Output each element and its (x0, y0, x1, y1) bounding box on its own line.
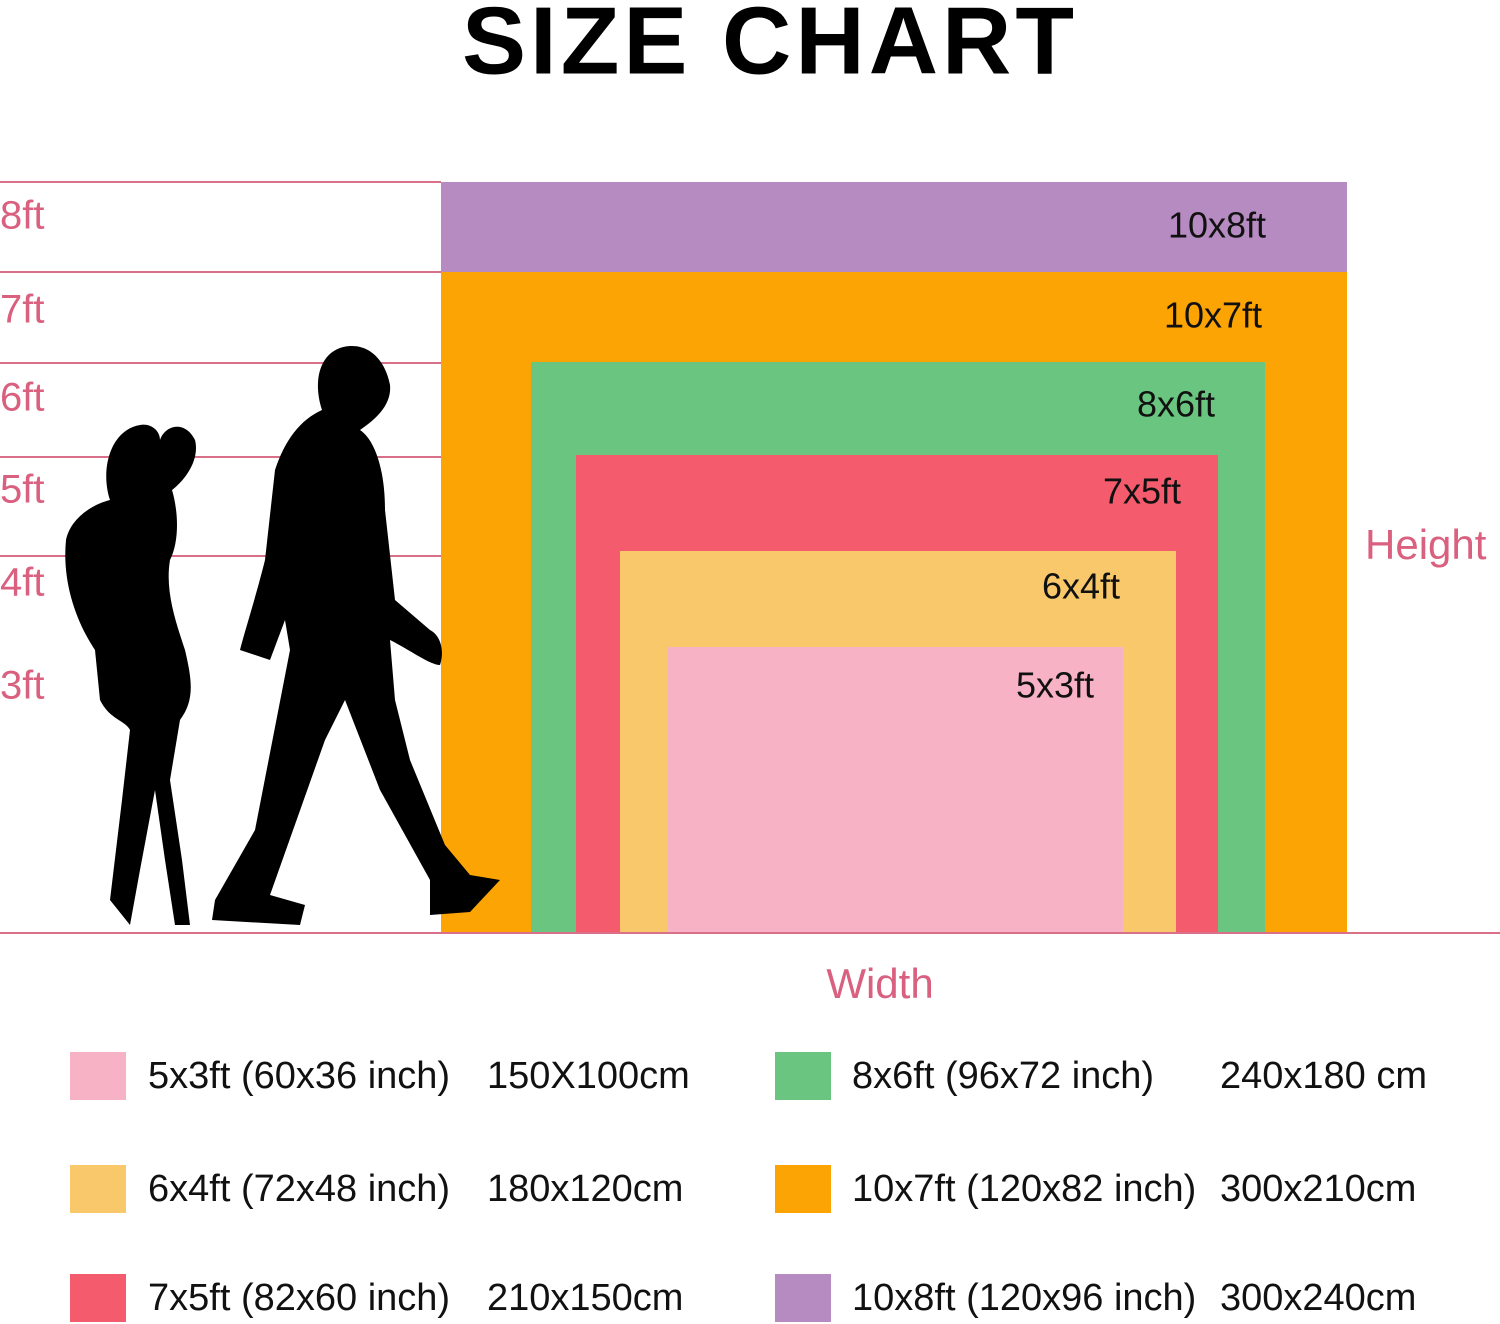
size-rect (668, 647, 1123, 933)
legend-cm: 180x120cm (487, 1168, 683, 1210)
height-mark: 3ft (0, 664, 44, 708)
legend: 5x3ft (60x36 inch) 150X100cm 6x4ft (72x48 … (70, 1052, 1427, 1322)
size-label: 6x4ft (1042, 566, 1120, 607)
legend-swatch (70, 1274, 126, 1322)
height-mark: 7ft (0, 288, 44, 332)
legend-cm: 300x210cm (1220, 1168, 1416, 1210)
legend-swatch (775, 1165, 831, 1213)
legend-swatch (775, 1052, 831, 1100)
woman-silhouette (65, 424, 196, 925)
height-axis-label: Height (1365, 521, 1487, 568)
title: SIZE CHART (462, 0, 1078, 94)
legend-size: 6x4ft (72x48 inch) (148, 1168, 450, 1210)
size-label: 10x8ft (1168, 205, 1266, 246)
size-rects: 10x8ft 10x7ft 8x6ft 7x5ft 6x4ft 5x3ft (441, 182, 1347, 933)
silhouettes (65, 345, 500, 925)
legend-swatch (70, 1165, 126, 1213)
height-mark: 4ft (0, 561, 44, 605)
legend-size: 7x5ft (82x60 inch) (148, 1277, 450, 1319)
legend-cm: 150X100cm (487, 1055, 690, 1097)
legend-cm: 300x240cm (1220, 1277, 1416, 1319)
size-label: 5x3ft (1016, 665, 1094, 706)
height-mark: 8ft (0, 194, 44, 238)
legend-size: 5x3ft (60x36 inch) (148, 1055, 450, 1097)
legend-size: 8x6ft (96x72 inch) (852, 1055, 1154, 1097)
legend-swatch (70, 1052, 126, 1100)
height-mark: 6ft (0, 376, 44, 420)
width-axis-label: Width (826, 960, 933, 1007)
size-label: 8x6ft (1137, 384, 1215, 425)
legend-cm: 210x150cm (487, 1277, 683, 1319)
size-label: 7x5ft (1103, 471, 1181, 512)
man-silhouette (212, 345, 500, 925)
legend-size: 10x7ft (120x82 inch) (852, 1168, 1196, 1210)
legend-cm: 240x180 cm (1220, 1055, 1427, 1097)
size-label: 10x7ft (1164, 295, 1262, 336)
legend-swatch (775, 1274, 831, 1322)
legend-size: 10x8ft (120x96 inch) (852, 1277, 1196, 1319)
height-mark: 5ft (0, 468, 44, 512)
height-marks: 8ft 7ft 6ft 5ft 4ft 3ft (0, 194, 44, 708)
